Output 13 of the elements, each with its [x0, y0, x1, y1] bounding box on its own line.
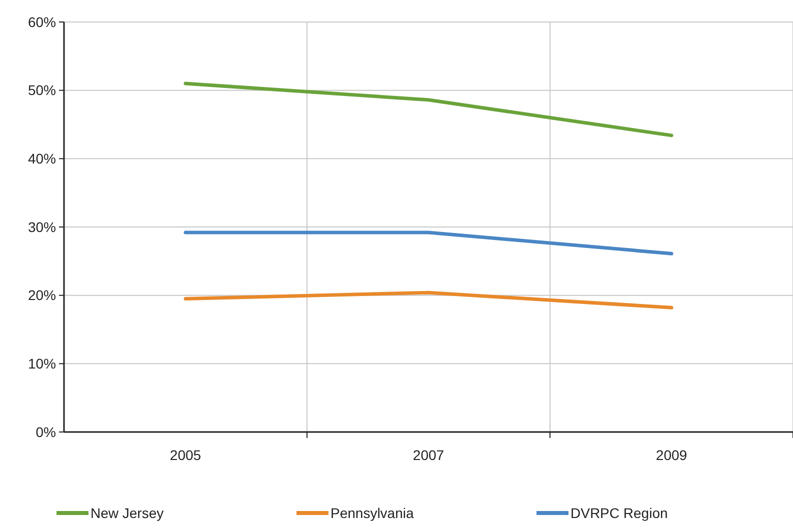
y-tick-label: 20% [28, 287, 56, 304]
legend-label: Pennsylvania [330, 505, 414, 521]
x-tick-label: 2005 [170, 447, 202, 463]
y-tick-label: 60% [28, 14, 56, 30]
y-tick-label: 10% [28, 356, 56, 372]
x-tick-label: 2009 [656, 447, 688, 463]
legend-label: New Jersey [90, 505, 164, 521]
y-tick-label: 0% [36, 424, 56, 440]
y-tick-label: 30% [28, 218, 56, 235]
legend-label: DVRPC Region [570, 505, 668, 521]
y-tick-label: 40% [28, 150, 56, 167]
x-tick-label: 2007 [412, 447, 444, 463]
y-tick-label: 50% [28, 82, 56, 98]
